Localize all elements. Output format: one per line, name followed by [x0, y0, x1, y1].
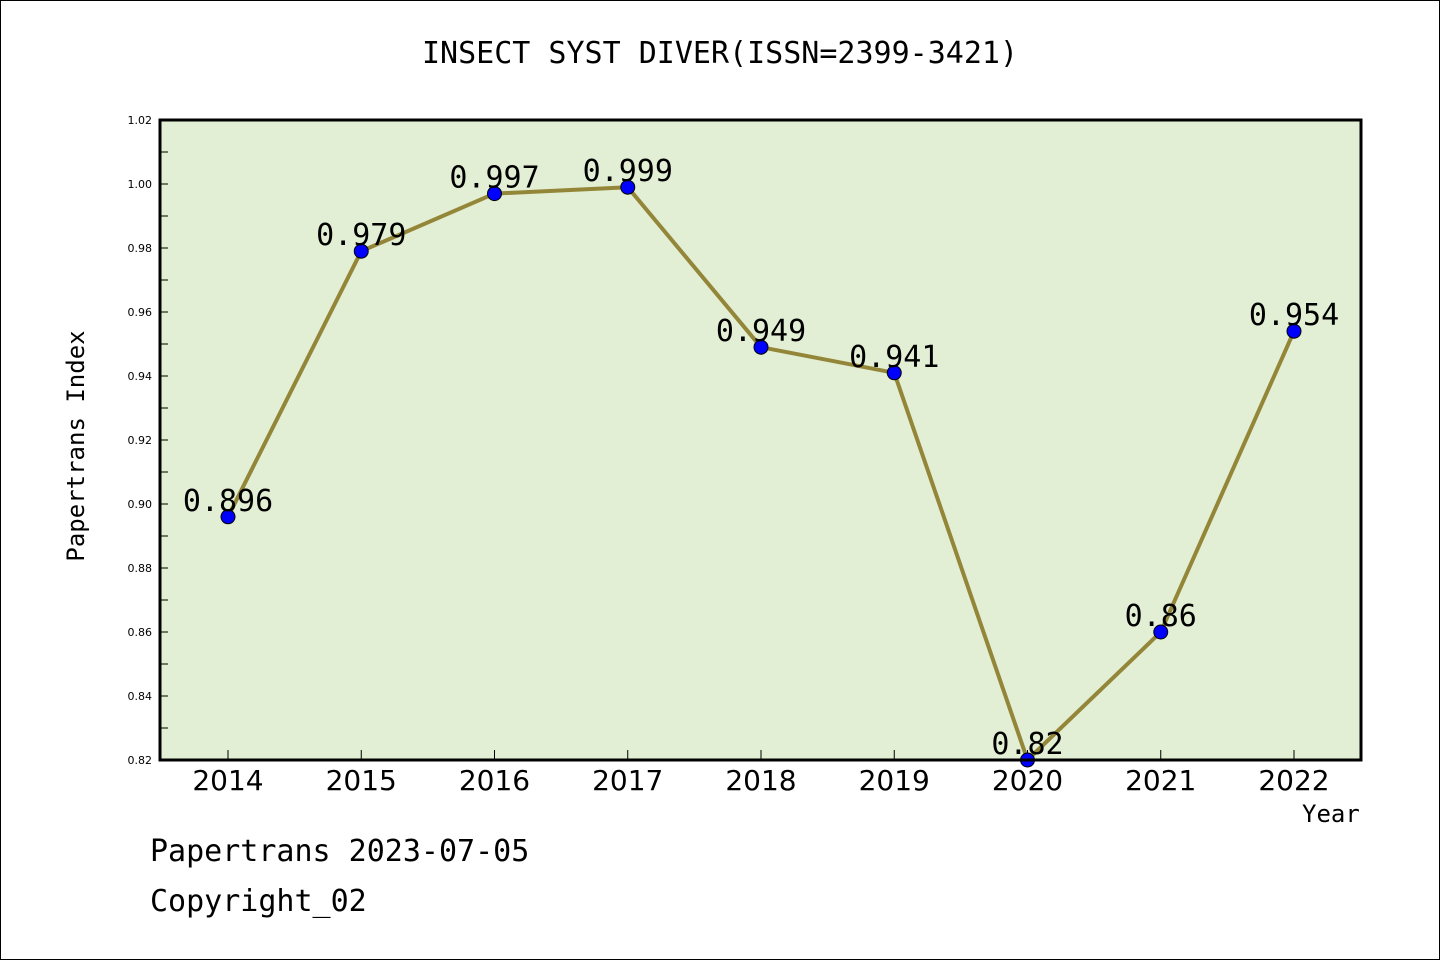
- data-label: 0.86: [1125, 599, 1197, 634]
- y-tick-label: 0.88: [128, 562, 153, 575]
- data-point: [753, 339, 769, 355]
- y-tick-label: 0.98: [128, 242, 153, 255]
- data-label: 0.949: [716, 314, 806, 349]
- data-point: [886, 365, 902, 381]
- chart-title: INSECT SYST DIVER(ISSN=2399-3421): [421, 36, 1019, 71]
- footer-date: Papertrans 2023-07-05: [150, 834, 530, 869]
- x-tick-label: 2016: [459, 764, 530, 797]
- x-tick-label: 2017: [592, 764, 663, 797]
- x-tick-label: 2018: [725, 764, 796, 797]
- data-point: [487, 186, 502, 202]
- y-tick-label: 0.82: [128, 754, 153, 767]
- x-tick-label: 2020: [992, 764, 1063, 797]
- data-label: 0.999: [583, 154, 673, 189]
- x-axis-label: Year: [1302, 800, 1360, 828]
- data-point: [1286, 323, 1302, 339]
- x-tick-label: 2014: [192, 764, 263, 797]
- y-tick-label: 0.92: [128, 434, 153, 447]
- data-label: 0.82: [991, 727, 1063, 762]
- footer-copyright: Copyright_02: [150, 884, 367, 919]
- x-axis-ticks: 2014 2015 2016 2017 2018 2019 2020 2021 2022: [192, 750, 1330, 797]
- plot-area: [160, 120, 1361, 760]
- y-tick-label: 0.94: [128, 370, 153, 383]
- data-point: [220, 509, 236, 525]
- data-label: 0.941: [849, 340, 939, 375]
- data-label: 0.979: [316, 218, 406, 253]
- data-labels: 0.896 0.979 0.997 0.999 0.949 0.941 0.82 0.86 0.…: [183, 154, 1339, 762]
- data-point: [1153, 624, 1169, 640]
- data-label: 0.896: [183, 484, 273, 519]
- plot-border: [158, 118, 1363, 762]
- data-points: [220, 179, 1302, 768]
- y-tick-label: 1.02: [128, 114, 153, 127]
- x-tick-label: 2019: [859, 764, 930, 797]
- y-tick-label: 0.96: [128, 306, 153, 319]
- y-tick-label: 0.86: [128, 626, 153, 639]
- data-point: [620, 179, 636, 195]
- x-tick-label: 2021: [1125, 764, 1196, 797]
- data-label: 0.954: [1249, 298, 1339, 333]
- y-tick-label: 0.90: [128, 498, 153, 511]
- y-tick-label: 1.00: [128, 178, 153, 191]
- data-label: 0.997: [449, 161, 539, 196]
- x-tick-label: 2015: [326, 764, 397, 797]
- y-tick-label: 0.84: [128, 690, 153, 703]
- data-point: [353, 243, 369, 259]
- x-tick-label: 2022: [1258, 764, 1329, 797]
